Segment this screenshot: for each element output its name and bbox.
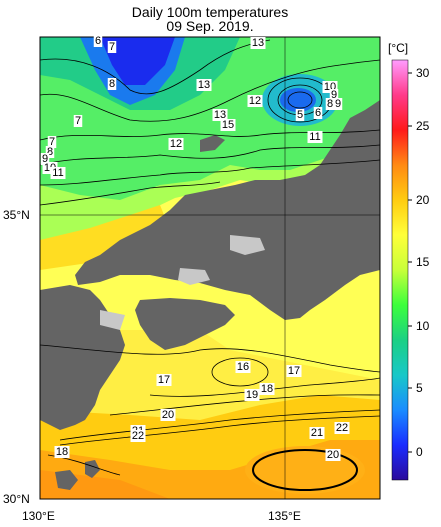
contour-label: 22 [132,430,144,442]
colorbar-tick-label: 30 [416,66,430,80]
sea-coldest-core [100,37,175,85]
contour-label: 8 [109,78,115,90]
contour-20-eddy [252,449,358,491]
contour-label-bg [259,383,275,395]
contour-label: 7 [75,115,81,127]
oki-islands [200,135,225,152]
contour-label: 6 [315,107,321,119]
contour-label-bg [107,41,117,53]
contour-label-bg [325,98,335,110]
colorbar-tick-label: 10 [416,319,430,333]
contour-label: 19 [246,389,258,401]
contour-label: 13 [214,109,226,121]
contour-label: 20 [162,409,174,421]
sea-warm-band [40,205,170,270]
contour-label-bg [212,109,228,121]
contour-lines [40,39,380,476]
contour-label-bg [307,131,323,143]
contour-label: 9 [331,89,337,101]
contour-label: 11 [52,167,63,179]
tanegashima [55,470,78,490]
contour-label: 22 [336,422,348,434]
contour-label: 15 [222,119,234,131]
contour-label: 20 [327,449,339,461]
contour-label-bg [235,361,251,373]
contour-label: 16 [237,361,249,373]
contour-label-bg [107,78,117,90]
contour-label: 8 [327,98,333,110]
colorbar-tick-label: 20 [416,193,430,207]
sea-warm-eddy [245,446,365,494]
contour-label-bg [220,119,236,131]
contour-label: 7 [49,136,55,148]
yakushima [85,460,100,478]
contour-label: 17 [158,374,170,386]
contour-label-bg [54,446,70,458]
map-frame [39,36,381,500]
contour-label: 13 [252,37,264,49]
contour-label-bg [286,365,302,377]
shikoku [135,298,235,350]
contour-label-bg [333,98,343,110]
map-area [40,37,380,499]
contour-label-bg [93,35,103,47]
contour-label-bg [334,422,350,434]
sea-cold-eddy-core [280,88,316,112]
contour-label-bg [250,37,266,49]
contour-label: 5 [297,109,303,121]
colorbar-tick-label: 15 [416,255,430,269]
contour-label-bg [156,374,172,386]
contour-label-bg [168,138,184,150]
contour-label: 12 [170,138,182,150]
colorbar-tick-label: 5 [416,381,423,395]
contour-label: 11 [309,131,320,143]
contour-label-bg [160,409,176,421]
map-date: 09 Sep. 2019. [166,18,254,34]
contour-label-bg [295,109,305,121]
contour-label: 9 [42,153,48,165]
shallow-areas [100,235,265,330]
contour-label-bg [329,89,339,101]
contour-label-bg [313,107,323,119]
colorbar-tick-label: 25 [416,119,430,133]
contour-label: 8 [47,146,53,158]
contour-label: 21 [311,427,323,439]
contour-label-bg [47,136,57,148]
contour-label: 6 [95,35,101,47]
lon-label-130: 130°E [22,509,55,523]
honshu [75,100,380,320]
contour-label: 7 [109,41,115,53]
contour-label-bg [73,115,83,127]
map-title: Daily 100m temperatures [131,4,289,20]
contour-label: 18 [56,446,68,458]
contour-label: 18 [261,383,273,395]
colorbar-unit: [°C] [388,41,408,55]
lat-label-30: 30°N [3,492,30,506]
contour-label-bg [130,430,146,442]
lon-label-135: 135°E [268,509,301,523]
contour-label-bg [40,153,50,165]
contour-label-bg [196,79,212,91]
contour-label-bg [50,167,66,179]
contour-label: 13 [198,79,210,91]
contour-label-bg [309,427,325,439]
lat-label-35: 35°N [3,208,30,222]
contour-label-bg [325,449,341,461]
contour-label-bg [45,146,55,158]
contour-label: 9 [335,98,341,110]
colorbar-tick-label: 0 [416,445,423,459]
contour-label-bg [244,389,260,401]
contour-label: 17 [288,365,300,377]
contour-label-bg [247,95,263,107]
contour-label: 12 [249,95,261,107]
colorbar [391,59,409,481]
colorbar-ticks: 30 25 20 15 10 5 0 [408,66,430,459]
